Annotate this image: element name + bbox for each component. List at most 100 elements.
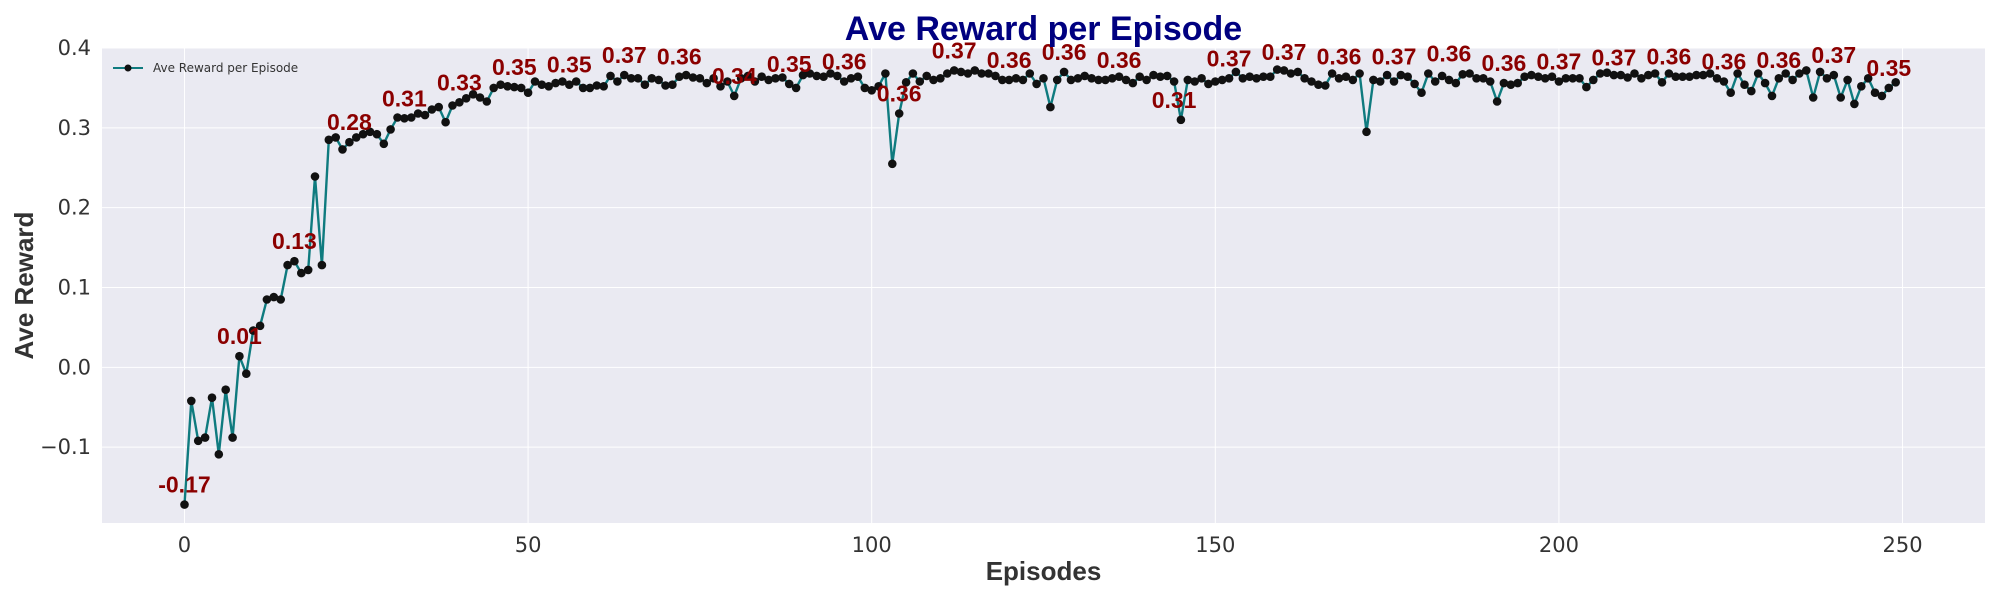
data-point — [1485, 77, 1495, 86]
data-point — [1499, 78, 1509, 88]
data-point — [1217, 75, 1227, 85]
data-point — [599, 82, 608, 91]
series-group — [180, 65, 1900, 509]
data-point — [1039, 74, 1048, 83]
data-point — [1183, 75, 1193, 85]
data-point — [888, 159, 897, 169]
data-point — [1698, 70, 1708, 80]
data-label: 0.13 — [272, 228, 317, 254]
data-label: 0.36 — [1756, 47, 1801, 73]
data-point — [1437, 71, 1447, 81]
data-label: 0.31 — [1152, 87, 1197, 113]
data-point — [1595, 69, 1605, 78]
data-point — [1458, 70, 1467, 79]
data-labels: -0.17 0.01 0.13 0.28 0.31 0.33 0.35 0.35 0.37 0.3… — [158, 37, 1911, 497]
data-point — [984, 69, 993, 78]
data-point — [915, 77, 925, 86]
data-point — [1822, 74, 1832, 83]
data-point — [1169, 77, 1179, 86]
data-point — [1211, 77, 1220, 86]
data-point — [1018, 75, 1028, 85]
data-point — [736, 74, 746, 83]
data-label: 0.37 — [1537, 49, 1582, 75]
data-point — [1101, 75, 1110, 85]
data-point — [352, 133, 361, 142]
data-point — [1678, 72, 1687, 81]
data-point — [496, 80, 505, 89]
data-point — [1767, 91, 1777, 101]
y-tick-label: 0.2 — [58, 196, 91, 220]
data-point — [778, 73, 787, 82]
data-label: -0.17 — [158, 472, 210, 498]
data-point — [1513, 78, 1522, 88]
data-label: 0.36 — [1482, 50, 1527, 76]
data-label: 0.36 — [1701, 49, 1746, 75]
data-point — [1011, 74, 1021, 83]
data-point — [1520, 72, 1529, 81]
data-point — [1430, 77, 1440, 86]
x-tick-label: 150 — [1195, 533, 1235, 557]
data-point — [1891, 78, 1900, 87]
data-point — [1087, 74, 1096, 83]
x-axis-label: Episodes — [986, 556, 1102, 586]
data-point — [1829, 70, 1839, 80]
data-point — [180, 500, 189, 509]
data-point — [1719, 77, 1729, 86]
data-point — [647, 74, 657, 83]
y-tick-label: 0.4 — [58, 36, 91, 60]
data-point — [613, 77, 622, 86]
data-label: 0.36 — [987, 47, 1032, 73]
data-label: 0.01 — [217, 323, 262, 349]
data-point — [943, 69, 952, 78]
data-point — [358, 129, 368, 139]
data-point — [1664, 69, 1674, 78]
data-point — [317, 260, 327, 270]
data-point — [221, 385, 230, 395]
data-point — [991, 71, 1000, 81]
data-point — [1231, 67, 1241, 77]
data-point — [1025, 69, 1035, 78]
data-point — [819, 72, 828, 81]
data-point — [187, 396, 196, 406]
data-point — [661, 81, 670, 90]
data-point — [592, 81, 602, 90]
data-point — [901, 78, 911, 87]
data-point — [269, 292, 279, 302]
data-point — [1142, 75, 1151, 85]
data-point — [1059, 67, 1069, 77]
legend-entry: Ave Reward per Episode — [153, 61, 298, 75]
data-point — [461, 94, 471, 103]
data-point — [455, 98, 464, 107]
y-tick-label: 0.1 — [58, 275, 91, 299]
data-point — [1245, 72, 1254, 81]
data-point — [1602, 68, 1612, 77]
data-point — [1884, 83, 1894, 93]
data-point — [571, 77, 581, 86]
data-point — [1568, 74, 1577, 83]
data-point — [558, 77, 567, 86]
data-point — [1589, 75, 1598, 85]
data-point — [1066, 75, 1076, 85]
data-point — [379, 139, 389, 149]
data-point — [1348, 75, 1358, 85]
data-point — [1747, 86, 1756, 96]
data-point — [1815, 67, 1825, 77]
data-point — [640, 80, 650, 89]
data-point — [1740, 80, 1749, 89]
data-point — [530, 77, 540, 86]
data-point — [1121, 75, 1131, 85]
data-label: 0.35 — [767, 51, 812, 77]
data-point — [1355, 69, 1364, 78]
data-point — [1307, 77, 1316, 86]
data-point — [193, 436, 203, 446]
data-point — [1843, 75, 1852, 85]
data-point — [1705, 69, 1715, 78]
data-point — [805, 69, 815, 78]
y-tick-label: −0.1 — [40, 435, 91, 459]
data-point — [1774, 74, 1784, 83]
data-point — [1424, 69, 1433, 78]
data-point — [1176, 115, 1186, 125]
data-point — [620, 70, 629, 80]
data-point — [1052, 75, 1062, 85]
